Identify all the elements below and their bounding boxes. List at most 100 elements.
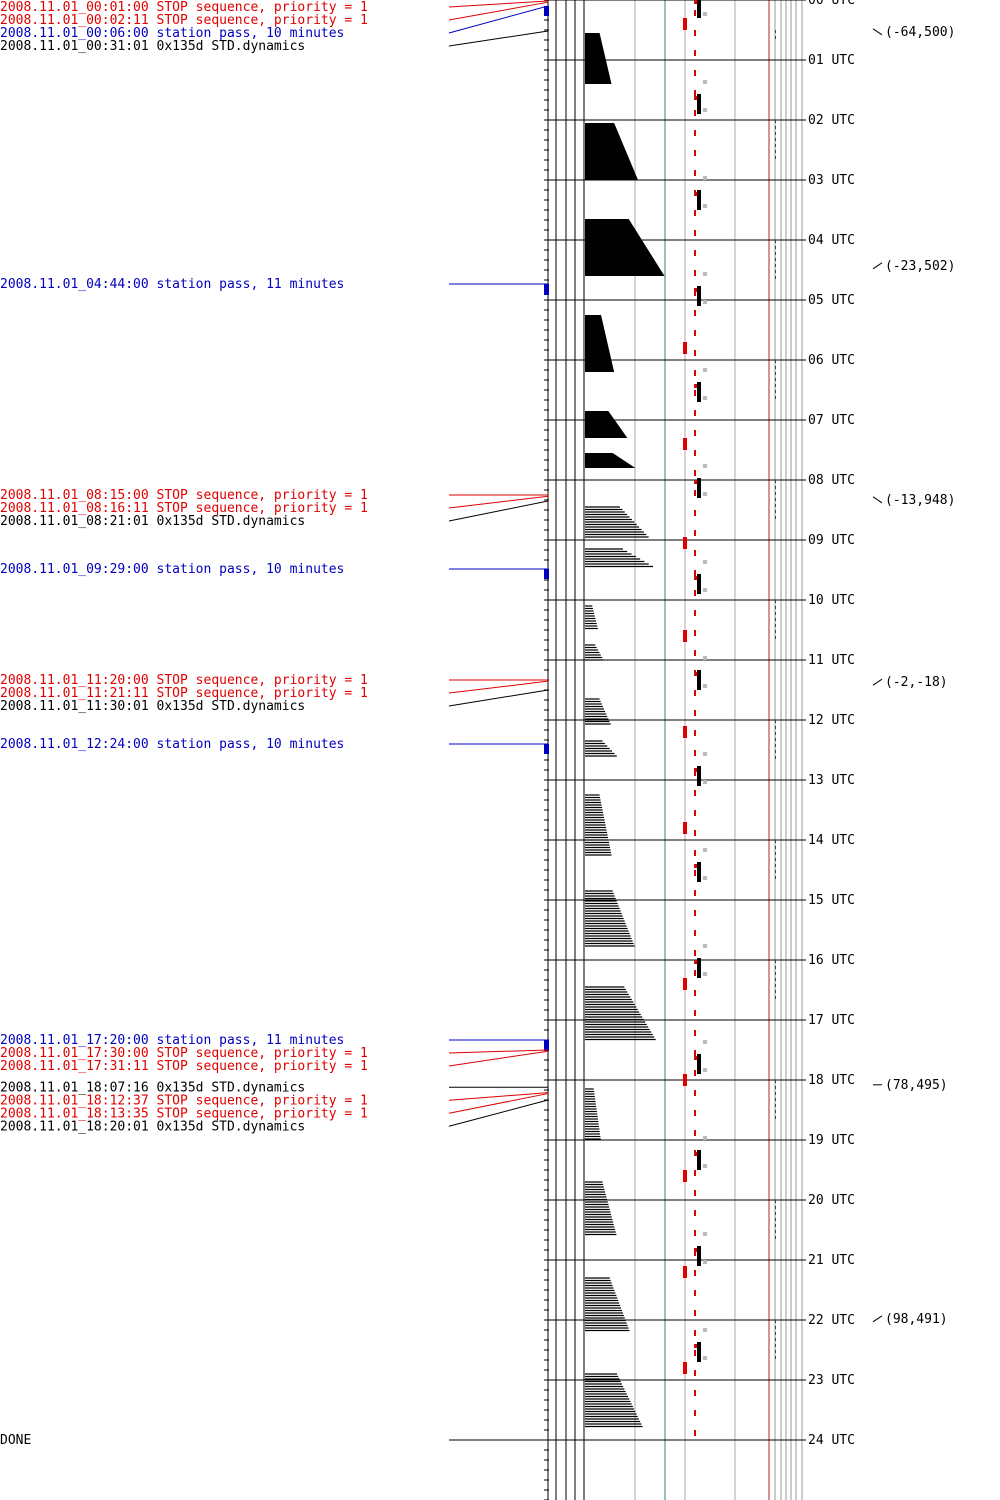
red-dash	[694, 630, 696, 636]
hour-label: 00 UTC	[808, 0, 855, 8]
red-dash	[694, 1050, 696, 1056]
red-dash	[694, 490, 696, 496]
dot-mark	[775, 1332, 776, 1335]
event-label: 2008.11.01_00:31:01 0x135d STD.dynamics	[0, 39, 305, 54]
red-dash	[694, 1150, 696, 1156]
dot-mark	[775, 972, 776, 975]
activity-block	[585, 1373, 643, 1428]
dot-mark	[775, 384, 776, 387]
dot-mark	[775, 1338, 776, 1341]
hour-label: 24 UTC	[808, 1433, 855, 1448]
red-dash	[694, 750, 696, 756]
red-dash	[694, 550, 696, 556]
attitude-note: (78,495)	[885, 1078, 948, 1093]
red-dash	[694, 1110, 696, 1116]
dot-mark	[775, 726, 776, 729]
red-dash	[694, 1130, 696, 1136]
orbit-mark-bar	[697, 382, 701, 402]
orbit-mark-bar	[697, 190, 701, 210]
orbit-mark-grey	[703, 656, 707, 660]
red-dash	[694, 690, 696, 696]
attitude-note-arrow	[872, 678, 883, 686]
event-leader-line	[448, 5, 549, 34]
orbit-mark-red	[694, 0, 697, 4]
dot-mark	[775, 258, 776, 261]
station-pass-marker	[544, 744, 549, 754]
dot-mark	[775, 756, 776, 759]
orbit-mark-grey	[703, 684, 707, 688]
red-block	[683, 537, 687, 549]
event-label: 2008.11.01_08:16:11 STOP sequence, prior…	[0, 501, 368, 516]
activity-block	[585, 740, 617, 757]
red-dash	[694, 90, 696, 96]
station-pass-marker	[544, 283, 549, 295]
event-marks-layer	[683, 0, 776, 1436]
event-leader-line	[448, 495, 549, 509]
event-label: 2008.11.01_04:44:00 station pass, 11 min…	[0, 277, 344, 292]
hour-label: 08 UTC	[808, 473, 855, 488]
dot-mark	[775, 264, 776, 267]
dot-mark	[775, 486, 776, 489]
dot-mark	[775, 1224, 776, 1227]
activity-block	[585, 548, 654, 568]
attitude-note: (-23,502)	[885, 259, 955, 274]
red-dash	[694, 270, 696, 276]
orbit-mark-grey	[703, 108, 707, 112]
event-label: 2008.11.01_00:01:00 STOP sequence, prior…	[0, 0, 368, 15]
red-block	[683, 1074, 687, 1086]
orbit-mark-grey	[703, 1328, 707, 1332]
red-dash	[694, 1090, 696, 1096]
dot-mark	[775, 990, 776, 993]
dot-mark	[775, 132, 776, 135]
activity-block	[585, 1181, 617, 1236]
dot-mark	[775, 30, 776, 33]
hour-label: 14 UTC	[808, 833, 855, 848]
orbit-mark-grey	[703, 588, 707, 592]
orbit-mark-grey	[703, 972, 707, 976]
orbit-mark-grey	[703, 1164, 707, 1168]
red-block	[683, 1266, 687, 1278]
dot-mark	[775, 606, 776, 609]
red-dash	[694, 1230, 696, 1236]
orbit-mark-bar	[697, 958, 701, 978]
red-dash	[694, 50, 696, 56]
hour-label: 04 UTC	[808, 233, 855, 248]
orbit-mark-red	[694, 864, 697, 868]
red-dash	[694, 1170, 696, 1176]
red-dash	[694, 30, 696, 36]
activity-block	[585, 315, 615, 372]
dot-mark	[775, 846, 776, 849]
event-label: 2008.11.01_18:13:35 STOP sequence, prior…	[0, 1106, 368, 1121]
activity-block	[585, 890, 635, 947]
orbit-mark-grey	[703, 204, 707, 208]
dot-mark	[775, 276, 776, 279]
attitude-note: (-64,500)	[885, 25, 955, 40]
red-block	[683, 822, 687, 834]
dot-mark	[775, 1098, 776, 1101]
event-label: 2008.11.01_12:24:00 station pass, 10 min…	[0, 737, 344, 752]
dot-mark	[775, 366, 776, 369]
red-dash	[694, 1310, 696, 1316]
activity-blocks-layer	[585, 33, 665, 1428]
orbit-mark-grey	[703, 492, 707, 496]
dot-mark	[775, 630, 776, 633]
activity-block	[585, 794, 612, 856]
event-label: 2008.11.01_18:12:37 STOP sequence, prior…	[0, 1093, 368, 1108]
red-dash	[694, 1330, 696, 1336]
event-label: 2008.11.01_11:30:01 0x135d STD.dynamics	[0, 699, 305, 714]
red-dash	[694, 250, 696, 256]
hour-label: 12 UTC	[808, 713, 855, 728]
red-dash	[694, 590, 696, 596]
hour-label: 21 UTC	[808, 1253, 855, 1268]
dot-mark	[775, 246, 776, 249]
red-dash	[694, 1250, 696, 1256]
dot-mark	[775, 252, 776, 255]
red-dash	[694, 1390, 696, 1396]
red-dash	[694, 910, 696, 916]
attitude-note: (98,491)	[885, 1312, 948, 1327]
red-dash	[694, 950, 696, 956]
event-leader-line	[448, 1050, 549, 1067]
red-dash	[694, 990, 696, 996]
activity-block	[585, 506, 649, 538]
activity-block	[585, 986, 656, 1041]
